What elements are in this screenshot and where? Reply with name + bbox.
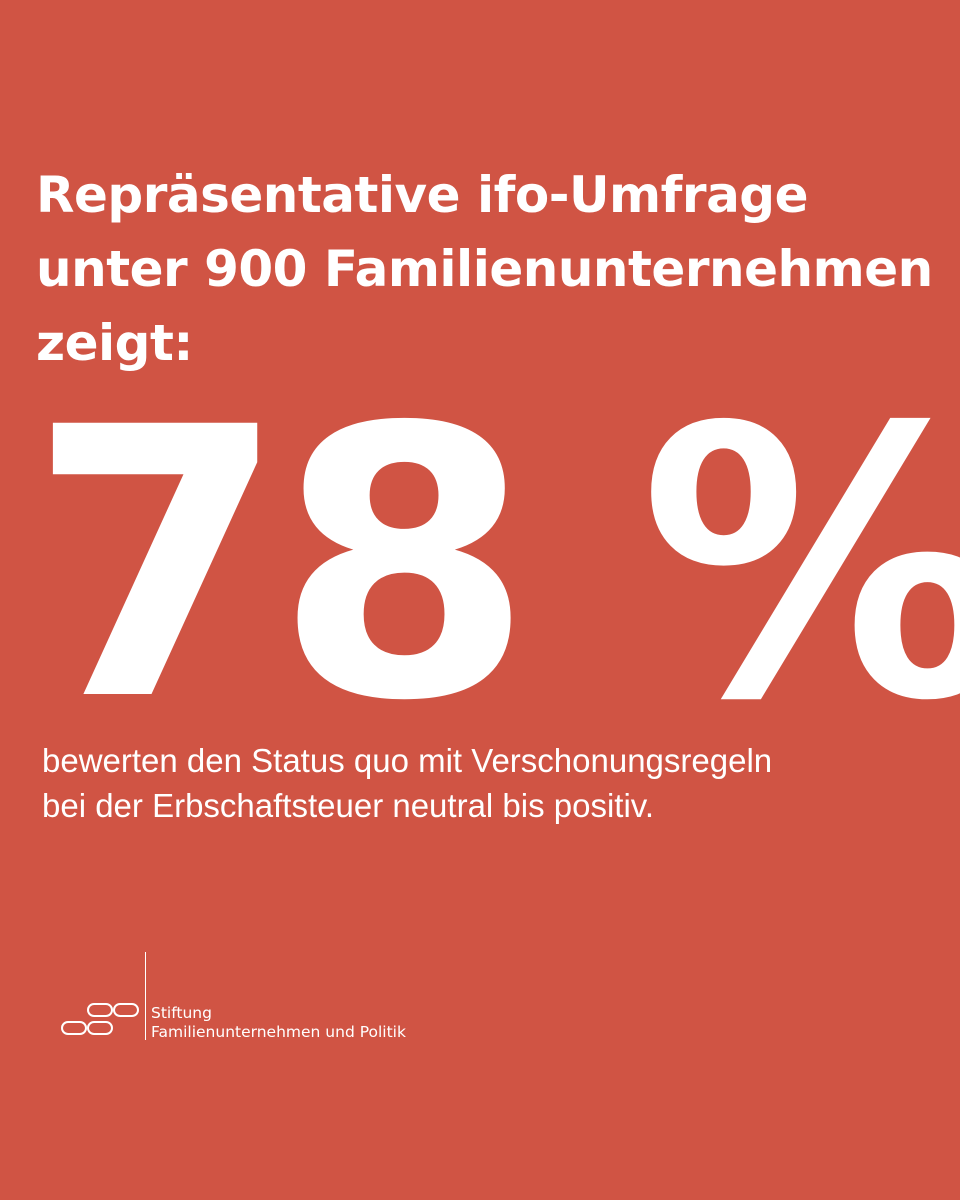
headline-line-2: unter 900 Familienunternehmen: [36, 240, 933, 298]
logo-text-line-1: Stiftung: [151, 1004, 212, 1022]
percentage-stat: 78 %: [28, 349, 960, 782]
headline-line-1: Repräsentative ifo-Umfrage: [36, 166, 809, 224]
logo-text: Stiftung Familienunternehmen und Politik: [151, 1004, 406, 1042]
statement-line-1: bewerten den Status quo mit Verschonungs…: [42, 742, 773, 779]
statement-text: bewerten den Status quo mit Verschonungs…: [42, 738, 942, 828]
statement-line-2: bei der Erbschaftsteuer neutral bis posi…: [42, 787, 655, 824]
logo-divider: [145, 952, 146, 1040]
headline-line-3: zeigt:: [36, 314, 193, 372]
foundation-logo-mark-icon: [61, 1003, 139, 1035]
foundation-logo: Stiftung Familienunternehmen und Politik: [60, 952, 460, 1042]
headline: Repräsentative ifo-Umfrage unter 900 Fam…: [36, 158, 936, 380]
logo-text-line-2: Familienunternehmen und Politik: [151, 1023, 406, 1041]
